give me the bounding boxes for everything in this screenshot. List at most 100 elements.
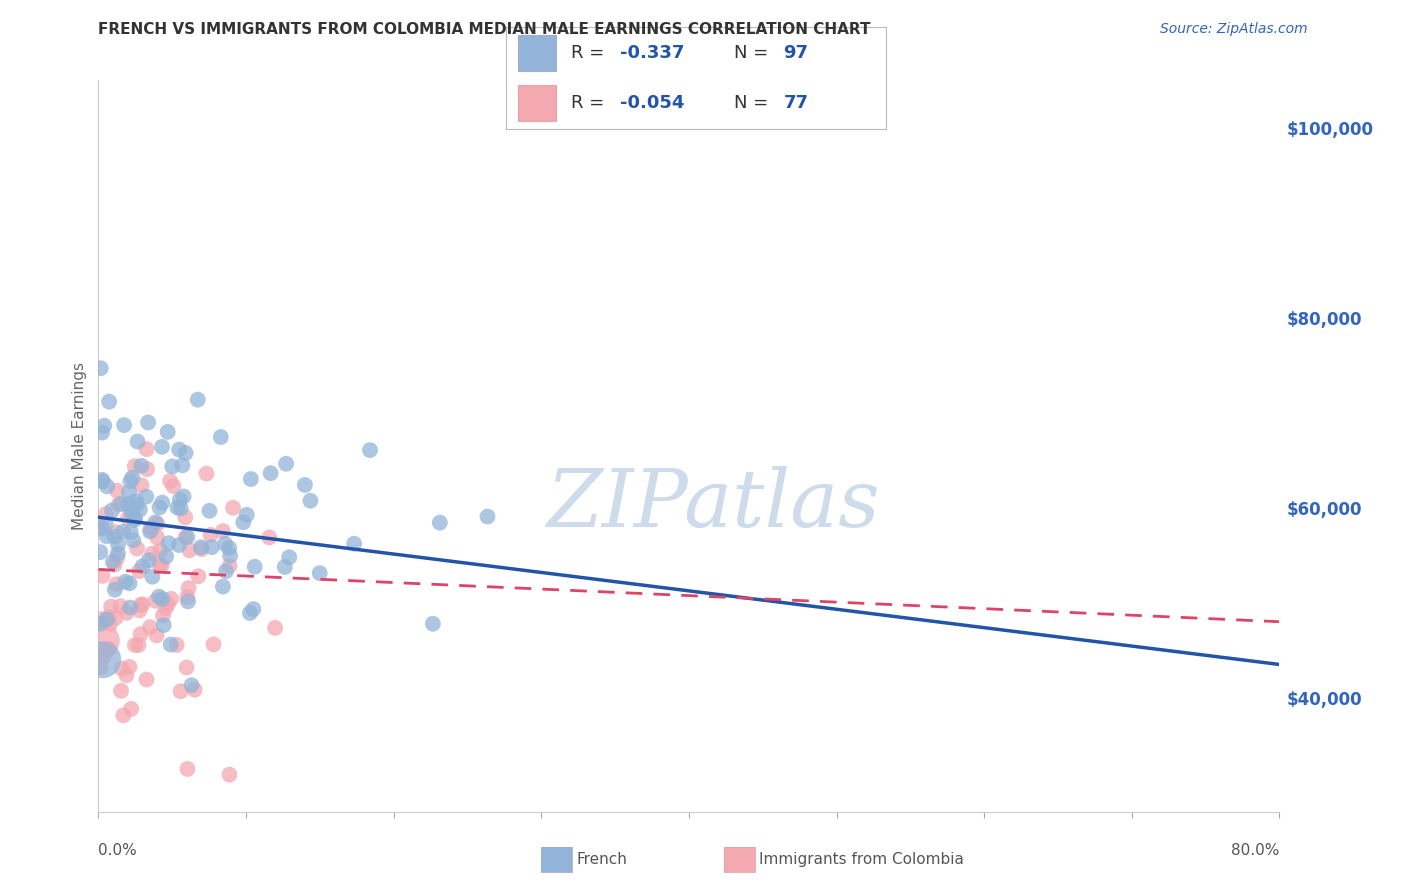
Point <box>146 516 169 531</box>
Point <box>118 660 141 674</box>
Point <box>150 558 173 573</box>
Point <box>152 608 174 623</box>
Point <box>176 530 198 544</box>
Point <box>218 767 240 781</box>
Point <box>162 459 184 474</box>
Point <box>166 638 188 652</box>
Text: 77: 77 <box>783 95 808 112</box>
Point <box>212 524 235 538</box>
Point <box>90 633 112 648</box>
Point <box>202 637 225 651</box>
Point <box>101 503 124 517</box>
Point <box>190 541 212 555</box>
Point <box>170 501 193 516</box>
Point <box>91 569 114 583</box>
Point <box>174 446 197 460</box>
Point <box>107 497 129 511</box>
Point <box>169 684 191 698</box>
Point <box>124 638 146 652</box>
Point <box>159 638 181 652</box>
Point <box>162 479 184 493</box>
Point <box>129 627 152 641</box>
Point <box>148 500 170 515</box>
Point <box>146 531 169 545</box>
Point <box>219 549 242 563</box>
Point <box>104 611 127 625</box>
Point <box>121 470 143 484</box>
Point <box>91 653 114 667</box>
Text: 97: 97 <box>783 44 808 62</box>
Point <box>149 558 172 572</box>
Point <box>129 598 152 612</box>
Point <box>122 513 145 527</box>
Point <box>145 516 167 530</box>
Point <box>136 462 159 476</box>
Point <box>141 547 163 561</box>
Point <box>127 638 149 652</box>
Point <box>98 394 121 409</box>
Point <box>201 540 224 554</box>
Point <box>91 521 114 535</box>
Point <box>120 525 142 540</box>
Point <box>166 500 188 515</box>
Point <box>107 537 129 551</box>
Point <box>128 603 150 617</box>
Point <box>111 524 134 539</box>
Point <box>214 537 236 551</box>
Point <box>98 616 121 631</box>
Point <box>155 601 177 615</box>
Point <box>131 559 153 574</box>
Point <box>190 542 212 557</box>
Point <box>115 606 138 620</box>
Point <box>359 443 381 458</box>
Point <box>97 642 120 657</box>
Point <box>105 577 128 591</box>
Point <box>135 442 157 457</box>
Point <box>160 591 183 606</box>
Point <box>176 762 198 776</box>
Point <box>150 591 173 606</box>
Point <box>91 475 114 489</box>
Point <box>429 516 451 530</box>
Point <box>148 590 170 604</box>
Point <box>145 628 167 642</box>
Point <box>177 581 200 595</box>
Point <box>100 599 122 614</box>
Point <box>117 511 139 525</box>
Point <box>198 504 221 518</box>
Point <box>115 668 138 682</box>
Point <box>94 507 117 521</box>
Text: -0.337: -0.337 <box>620 44 685 62</box>
Point <box>110 683 132 698</box>
Point <box>124 459 146 474</box>
Point <box>103 558 125 572</box>
Point <box>96 479 118 493</box>
Point <box>141 570 163 584</box>
Point <box>343 537 366 551</box>
Point <box>187 392 209 407</box>
Point <box>187 569 209 583</box>
Point <box>112 418 135 433</box>
Text: ZIPatlas: ZIPatlas <box>546 466 879 543</box>
Point <box>107 546 129 560</box>
Point <box>167 538 190 552</box>
Point <box>422 616 444 631</box>
Point <box>152 618 174 632</box>
Point <box>97 610 120 624</box>
Point <box>112 708 135 723</box>
Point <box>93 649 115 664</box>
Point <box>141 523 163 537</box>
Text: 80.0%: 80.0% <box>1232 843 1279 858</box>
Point <box>125 494 148 508</box>
Point <box>274 560 297 574</box>
Point <box>125 498 148 512</box>
Point <box>173 490 195 504</box>
Y-axis label: Median Male Earnings: Median Male Earnings <box>72 362 87 530</box>
Point <box>120 702 142 716</box>
Point <box>167 442 190 457</box>
Point <box>259 466 281 480</box>
Point <box>222 500 245 515</box>
Point <box>94 516 117 531</box>
Point <box>90 612 112 626</box>
Point <box>299 493 322 508</box>
